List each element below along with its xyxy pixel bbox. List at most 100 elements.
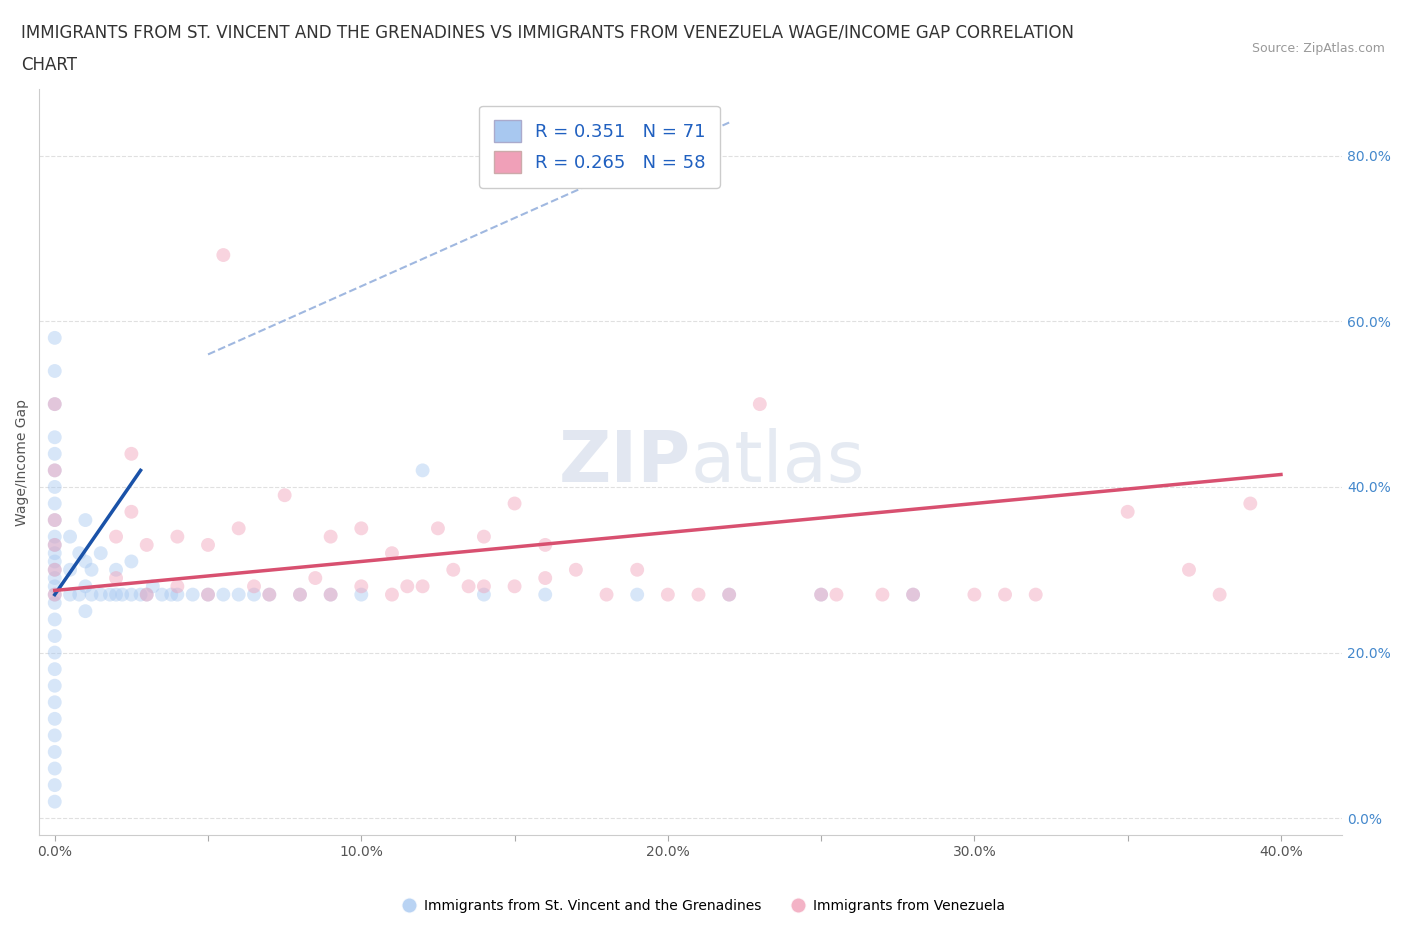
Point (350, 587, 373, 602)
Point (44, 463, 66, 478)
Point (111, 587, 134, 602)
Point (44, 430, 66, 445)
Point (44, 695, 66, 710)
Point (44, 645, 66, 660)
Point (44, 612, 66, 627)
Point (44, 546, 66, 561)
Point (44, 554, 66, 569)
Point (90, 546, 112, 561)
Point (381, 546, 404, 561)
Point (135, 587, 157, 602)
Point (288, 587, 311, 602)
Point (534, 571, 557, 586)
Point (120, 587, 142, 602)
Point (228, 587, 250, 602)
Point (44, 761, 66, 776)
Point (44, 629, 66, 644)
Point (44, 480, 66, 495)
Point (75, 512, 97, 527)
Point (457, 578, 479, 593)
Point (412, 463, 434, 478)
Point (901, 587, 924, 602)
Point (350, 521, 373, 536)
Point (212, 587, 235, 602)
Point (534, 587, 557, 602)
Point (381, 587, 404, 602)
Point (166, 587, 188, 602)
Point (319, 529, 342, 544)
Text: atlas: atlas (690, 428, 865, 497)
Point (44, 578, 66, 593)
Point (472, 587, 495, 602)
Point (44, 777, 66, 792)
Point (44, 794, 66, 809)
Point (212, 247, 235, 262)
Point (412, 578, 434, 593)
Legend: Immigrants from St. Vincent and the Grenadines, Immigrants from Venezuela: Immigrants from St. Vincent and the Gren… (395, 894, 1011, 919)
Point (197, 587, 219, 602)
Point (142, 578, 165, 593)
Point (1178, 563, 1201, 578)
Point (319, 587, 342, 602)
Point (129, 587, 152, 602)
Point (105, 571, 128, 586)
Point (67, 587, 90, 602)
Point (44, 512, 66, 527)
Point (304, 571, 326, 586)
Point (135, 587, 157, 602)
Point (44, 678, 66, 693)
Point (67, 546, 90, 561)
Point (105, 563, 128, 578)
Point (44, 711, 66, 726)
Point (503, 496, 526, 511)
Point (688, 587, 710, 602)
Point (228, 521, 250, 536)
Point (44, 330, 66, 345)
Point (319, 587, 342, 602)
Point (59, 529, 82, 544)
Point (472, 529, 495, 544)
Point (718, 587, 741, 602)
Point (120, 504, 142, 519)
Legend: R = 0.351   N = 71, R = 0.265   N = 58: R = 0.351 N = 71, R = 0.265 N = 58 (479, 106, 720, 188)
Y-axis label: Wage/Income Gap: Wage/Income Gap (15, 399, 30, 525)
Point (135, 538, 157, 552)
Point (150, 587, 173, 602)
Point (595, 587, 617, 602)
Point (472, 578, 495, 593)
Point (44, 563, 66, 578)
Point (1025, 587, 1047, 602)
Point (426, 521, 449, 536)
Text: CHART: CHART (21, 56, 77, 73)
Point (160, 587, 183, 602)
Point (120, 554, 142, 569)
Point (75, 578, 97, 593)
Point (44, 587, 66, 602)
Point (80, 587, 103, 602)
Point (1208, 587, 1230, 602)
Point (810, 587, 832, 602)
Point (441, 563, 464, 578)
Point (197, 538, 219, 552)
Point (810, 587, 832, 602)
Point (75, 604, 97, 618)
Point (44, 563, 66, 578)
Point (44, 728, 66, 743)
Point (872, 587, 894, 602)
Point (181, 587, 204, 602)
Point (59, 563, 82, 578)
Text: IMMIGRANTS FROM ST. VINCENT AND THE GRENADINES VS IMMIGRANTS FROM VENEZUELA WAGE: IMMIGRANTS FROM ST. VINCENT AND THE GREN… (21, 23, 1074, 41)
Point (44, 463, 66, 478)
Point (259, 587, 281, 602)
Point (166, 578, 188, 593)
Point (44, 595, 66, 610)
Point (44, 512, 66, 527)
Point (963, 587, 986, 602)
Text: Source: ZipAtlas.com: Source: ZipAtlas.com (1251, 42, 1385, 55)
Point (120, 446, 142, 461)
Point (273, 487, 295, 502)
Point (59, 587, 82, 602)
Point (396, 578, 419, 593)
Point (259, 587, 281, 602)
Point (994, 587, 1017, 602)
